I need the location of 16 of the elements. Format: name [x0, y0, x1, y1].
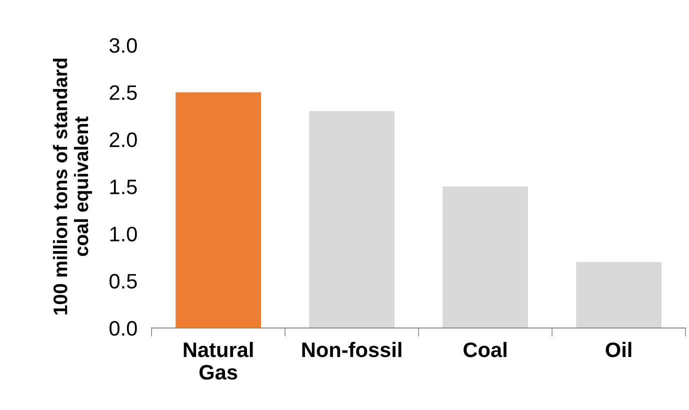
y-tick-label: 0.0: [110, 321, 137, 336]
bar: [576, 262, 662, 328]
bar: [309, 111, 395, 328]
y-axis-title: 100 million tons of standard coal equivalent: [52, 58, 92, 314]
y-tick-label: 2.5: [110, 85, 137, 100]
y-tick-label: 3.0: [110, 38, 137, 53]
y-tick-label: 1.5: [110, 180, 137, 194]
bar: [176, 92, 262, 328]
bar: [442, 186, 528, 328]
x-tick-label: Natural Gas: [184, 342, 253, 380]
x-tick-label: Oil: [606, 342, 632, 358]
x-tick-label: Coal: [464, 342, 506, 358]
y-tick-label: 2.0: [110, 132, 137, 148]
x-tick-label: Non-fossil: [302, 342, 402, 358]
y-tick-label: 0.5: [110, 274, 137, 289]
y-tick-label: 1.0: [110, 226, 137, 242]
